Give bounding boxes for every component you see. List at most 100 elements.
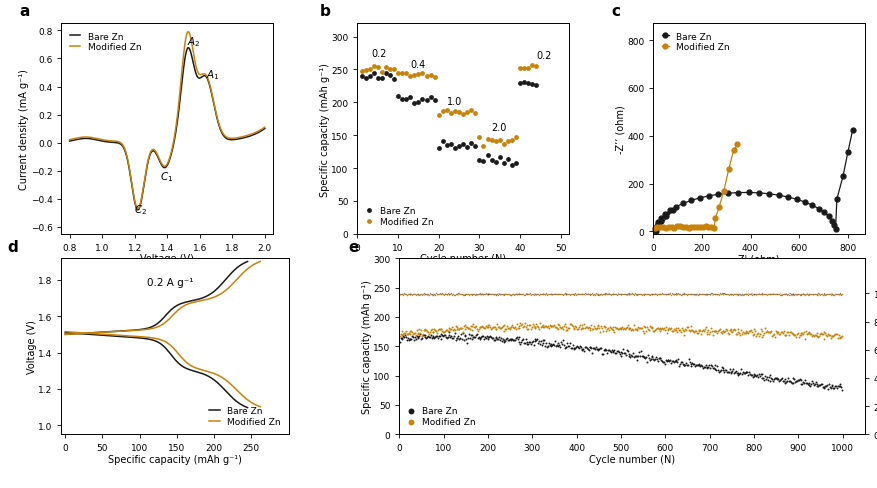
Bare Zn	[406, 336, 420, 344]
Bare Zn	[560, 342, 574, 350]
Point	[490, 290, 504, 298]
Point	[424, 290, 438, 298]
Bare Zn	[763, 191, 774, 197]
Point	[691, 291, 705, 299]
Modified Zn	[482, 324, 496, 331]
Bare Zn	[545, 341, 560, 348]
Bare Zn	[811, 382, 825, 389]
Point	[560, 291, 574, 299]
Point	[482, 290, 496, 298]
Point	[688, 291, 702, 299]
Point	[745, 291, 759, 299]
Point	[795, 290, 809, 298]
Point	[733, 290, 747, 298]
Modified Zn	[427, 325, 441, 333]
Modified Zn	[458, 325, 472, 333]
Bare Zn	[414, 335, 428, 343]
Bare Zn	[183, 46, 194, 52]
Point	[531, 291, 545, 299]
Modified Zn	[761, 328, 775, 336]
Modified Zn	[813, 330, 827, 338]
Modified Zn	[763, 327, 777, 335]
Modified Zn	[402, 327, 416, 335]
Bare Zn	[557, 345, 571, 352]
Point	[445, 291, 459, 299]
Point	[823, 291, 837, 299]
Bare Zn	[415, 96, 429, 104]
Point	[545, 290, 560, 298]
Point	[799, 290, 813, 298]
Point	[446, 291, 460, 299]
Point	[672, 290, 686, 298]
Point	[410, 291, 424, 299]
Bare Zn	[743, 190, 753, 196]
Modified Zn	[708, 225, 718, 231]
Bare Zn	[729, 369, 743, 377]
Point	[795, 290, 809, 298]
Point	[413, 291, 427, 299]
Point	[584, 290, 598, 298]
Modified Zn	[591, 322, 605, 329]
Point	[589, 291, 603, 299]
Point	[763, 291, 777, 299]
Modified Zn	[598, 324, 612, 331]
Point	[781, 291, 795, 299]
Bare Zn	[712, 192, 723, 198]
Point	[688, 290, 702, 298]
Modified Zn	[472, 323, 486, 331]
Point	[832, 290, 846, 298]
Point	[449, 291, 463, 299]
Point	[471, 291, 485, 299]
Modified Zn	[745, 331, 759, 339]
Modified Zn	[563, 320, 577, 328]
Modified Zn	[726, 325, 740, 333]
Point	[715, 291, 729, 299]
Point	[548, 290, 562, 298]
Bare Zn	[823, 384, 837, 392]
Modified Zn	[737, 329, 751, 337]
Point	[666, 291, 680, 299]
Modified Zn	[751, 332, 765, 340]
Point	[830, 291, 844, 299]
Modified Zn	[770, 328, 784, 336]
Point	[499, 290, 513, 298]
Point	[671, 290, 685, 298]
Modified Zn	[819, 332, 833, 340]
Bare Zn	[481, 335, 495, 343]
Point	[802, 290, 816, 298]
Point	[617, 290, 631, 298]
Modified Zn	[652, 325, 667, 333]
Bare Zn	[468, 331, 482, 339]
Point	[827, 291, 841, 299]
Modified Zn	[464, 107, 478, 115]
Modified Zn	[513, 320, 527, 327]
Point	[833, 291, 847, 299]
Point	[745, 290, 759, 298]
Point	[518, 291, 532, 299]
Modified Zn	[689, 329, 703, 337]
Modified Zn	[743, 326, 757, 334]
Bare Zn	[769, 374, 783, 382]
Point	[498, 290, 512, 298]
Point	[585, 290, 599, 298]
Modified Zn	[570, 325, 584, 333]
Text: b: b	[319, 4, 330, 19]
Point	[443, 290, 457, 298]
Point	[564, 290, 578, 298]
Point	[769, 291, 783, 299]
Text: 0.2 A g⁻¹: 0.2 A g⁻¹	[147, 278, 193, 288]
Bare Zn	[604, 346, 618, 354]
Point	[555, 290, 569, 298]
Point	[762, 290, 776, 298]
Bare Zn	[708, 361, 722, 369]
Modified Zn	[520, 321, 534, 329]
Modified Zn	[683, 323, 697, 330]
Modified Zn	[569, 325, 583, 333]
Point	[667, 290, 681, 298]
Modified Zn	[503, 323, 517, 331]
Point	[735, 292, 749, 300]
Modified Zn	[596, 323, 610, 331]
Point	[501, 291, 515, 299]
Modified Zn	[794, 331, 808, 339]
Modified Zn	[792, 332, 806, 340]
